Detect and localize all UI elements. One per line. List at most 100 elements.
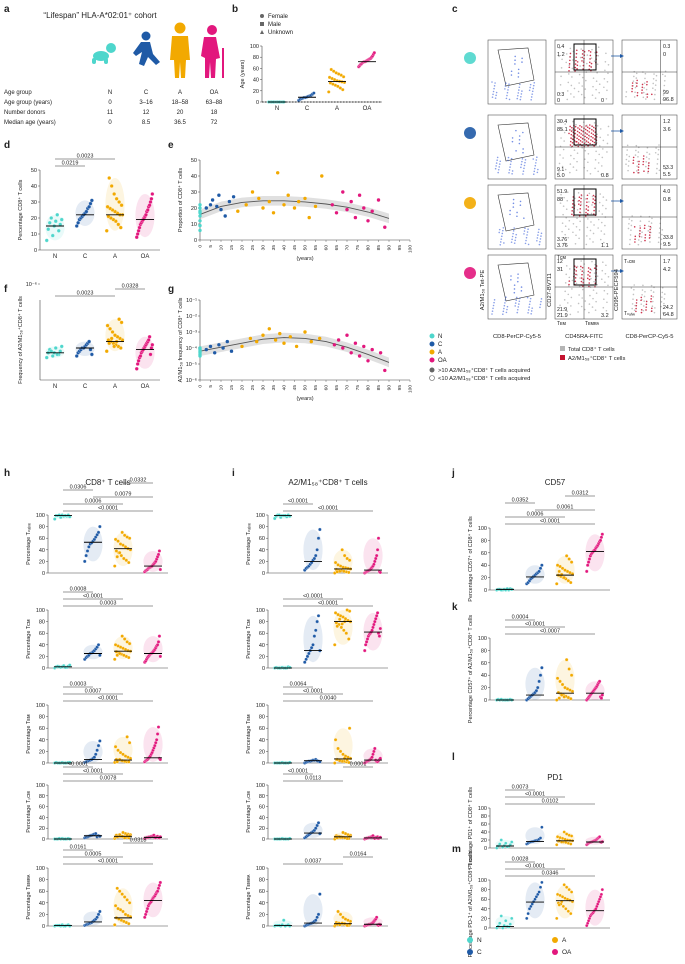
y-tick-label: 20 [481, 686, 487, 692]
cytometry-event [524, 227, 526, 230]
data-point [314, 553, 318, 558]
panel-d-letter: d [4, 140, 10, 151]
cytometry-event [602, 204, 604, 207]
y-tick-label: 80 [259, 794, 265, 800]
cytometry-event [538, 228, 540, 231]
data-point [383, 225, 387, 229]
x-axis-label: (years) [296, 396, 313, 402]
data-point [373, 746, 377, 751]
data-point [565, 885, 569, 889]
chart-title: CD8⁺ T cells [85, 478, 130, 487]
table-cell: A [178, 90, 182, 96]
legend-label: Male [268, 22, 282, 28]
data-point [113, 745, 118, 749]
cytometry-event [582, 285, 584, 288]
cytometry-event [521, 90, 523, 92]
cytometry-event [640, 308, 643, 311]
cytometry-event [539, 303, 542, 306]
cytometry-event [630, 219, 633, 222]
y-tick-label: 40 [481, 563, 487, 569]
cytometry-event [492, 307, 494, 310]
data-point [600, 693, 605, 697]
cytometry-event [505, 97, 508, 100]
cytometry-event [496, 159, 498, 162]
cytometry-event [520, 286, 523, 288]
y-tick-label: 0 [42, 666, 45, 672]
data-point [208, 344, 213, 349]
cytometry-event [645, 93, 648, 96]
cytometry-event [641, 83, 644, 86]
data-point [370, 755, 374, 759]
data-point [373, 619, 377, 624]
cytometry-event [596, 275, 599, 277]
data-point [104, 228, 109, 233]
data-point [540, 563, 544, 567]
cytometry-event [633, 284, 636, 286]
y-tick-label: 80 [481, 888, 487, 894]
cytometry-event [582, 59, 585, 62]
cytometry-event [518, 135, 521, 137]
cytometry-event [568, 280, 571, 282]
cytometry-event [512, 202, 515, 205]
y-tick-label: 10⁻³ [186, 330, 197, 336]
cytometry-event [586, 226, 589, 229]
data-point [562, 830, 566, 834]
data-point [236, 209, 240, 213]
cytometry-event [515, 299, 518, 302]
cytometry-event [656, 167, 658, 170]
cytometry-event [604, 69, 606, 72]
data-point [288, 514, 292, 518]
cytometry-event [603, 241, 605, 244]
cytometry-event [578, 82, 580, 84]
p-value-label: 0.0161 [70, 845, 87, 851]
cytometry-event [574, 70, 576, 72]
cytometry-event [642, 91, 645, 94]
data-point [98, 739, 102, 743]
cytometry-event [650, 284, 653, 287]
data-point [333, 611, 338, 615]
cytometry-event [563, 196, 565, 199]
cytometry-event [592, 130, 595, 132]
y-tick-label: 20 [39, 912, 45, 918]
subset-label-tcm: Tᴄᴍ [557, 255, 567, 261]
cytometry-event [509, 163, 512, 166]
cytometry-event [605, 97, 608, 100]
chart-title: CD57 [545, 478, 566, 487]
data-point [122, 637, 127, 641]
cytometry-event [581, 266, 584, 269]
data-point [314, 826, 318, 830]
cytometry-event [499, 160, 502, 163]
quadrant-value-gray: 1.2 [663, 119, 670, 125]
data-point [113, 537, 118, 542]
cytometry-event [561, 222, 564, 224]
cytometry-event [559, 84, 562, 86]
cytometry-event [632, 298, 634, 300]
cytometry-event [581, 85, 583, 87]
cytometry-event [517, 76, 520, 78]
cytometry-event [579, 277, 581, 279]
cytometry-event [511, 140, 514, 143]
cytometry-event [580, 126, 583, 128]
cytometry-event [592, 232, 595, 235]
y-axis-label: Percentage CD57⁺ of CD8⁺ T cells [467, 516, 474, 602]
cytometry-event [635, 310, 637, 313]
cytometry-event [587, 206, 590, 208]
data-point [378, 351, 383, 355]
cytometry-event [626, 149, 629, 151]
cytometry-event [588, 135, 591, 138]
y-axis-label: Percentage Tᴄᴍ [246, 619, 252, 659]
legend-marker [429, 341, 435, 347]
cytometry-event [594, 159, 597, 161]
quadrant-value-red: 0 [663, 52, 666, 58]
p-value-label: 0.0064 [290, 682, 307, 688]
data-point [74, 224, 79, 228]
table-cell: 0 [108, 100, 112, 106]
y-tick-label: 10⁻⁶ [26, 281, 37, 288]
tetramer-gate [497, 262, 535, 302]
cytometry-event [595, 292, 598, 294]
x-tick-label: C [83, 254, 88, 260]
data-point [599, 535, 604, 540]
legend-label: OA [438, 358, 447, 364]
cytometry-event [600, 173, 603, 176]
data-point [115, 653, 119, 657]
